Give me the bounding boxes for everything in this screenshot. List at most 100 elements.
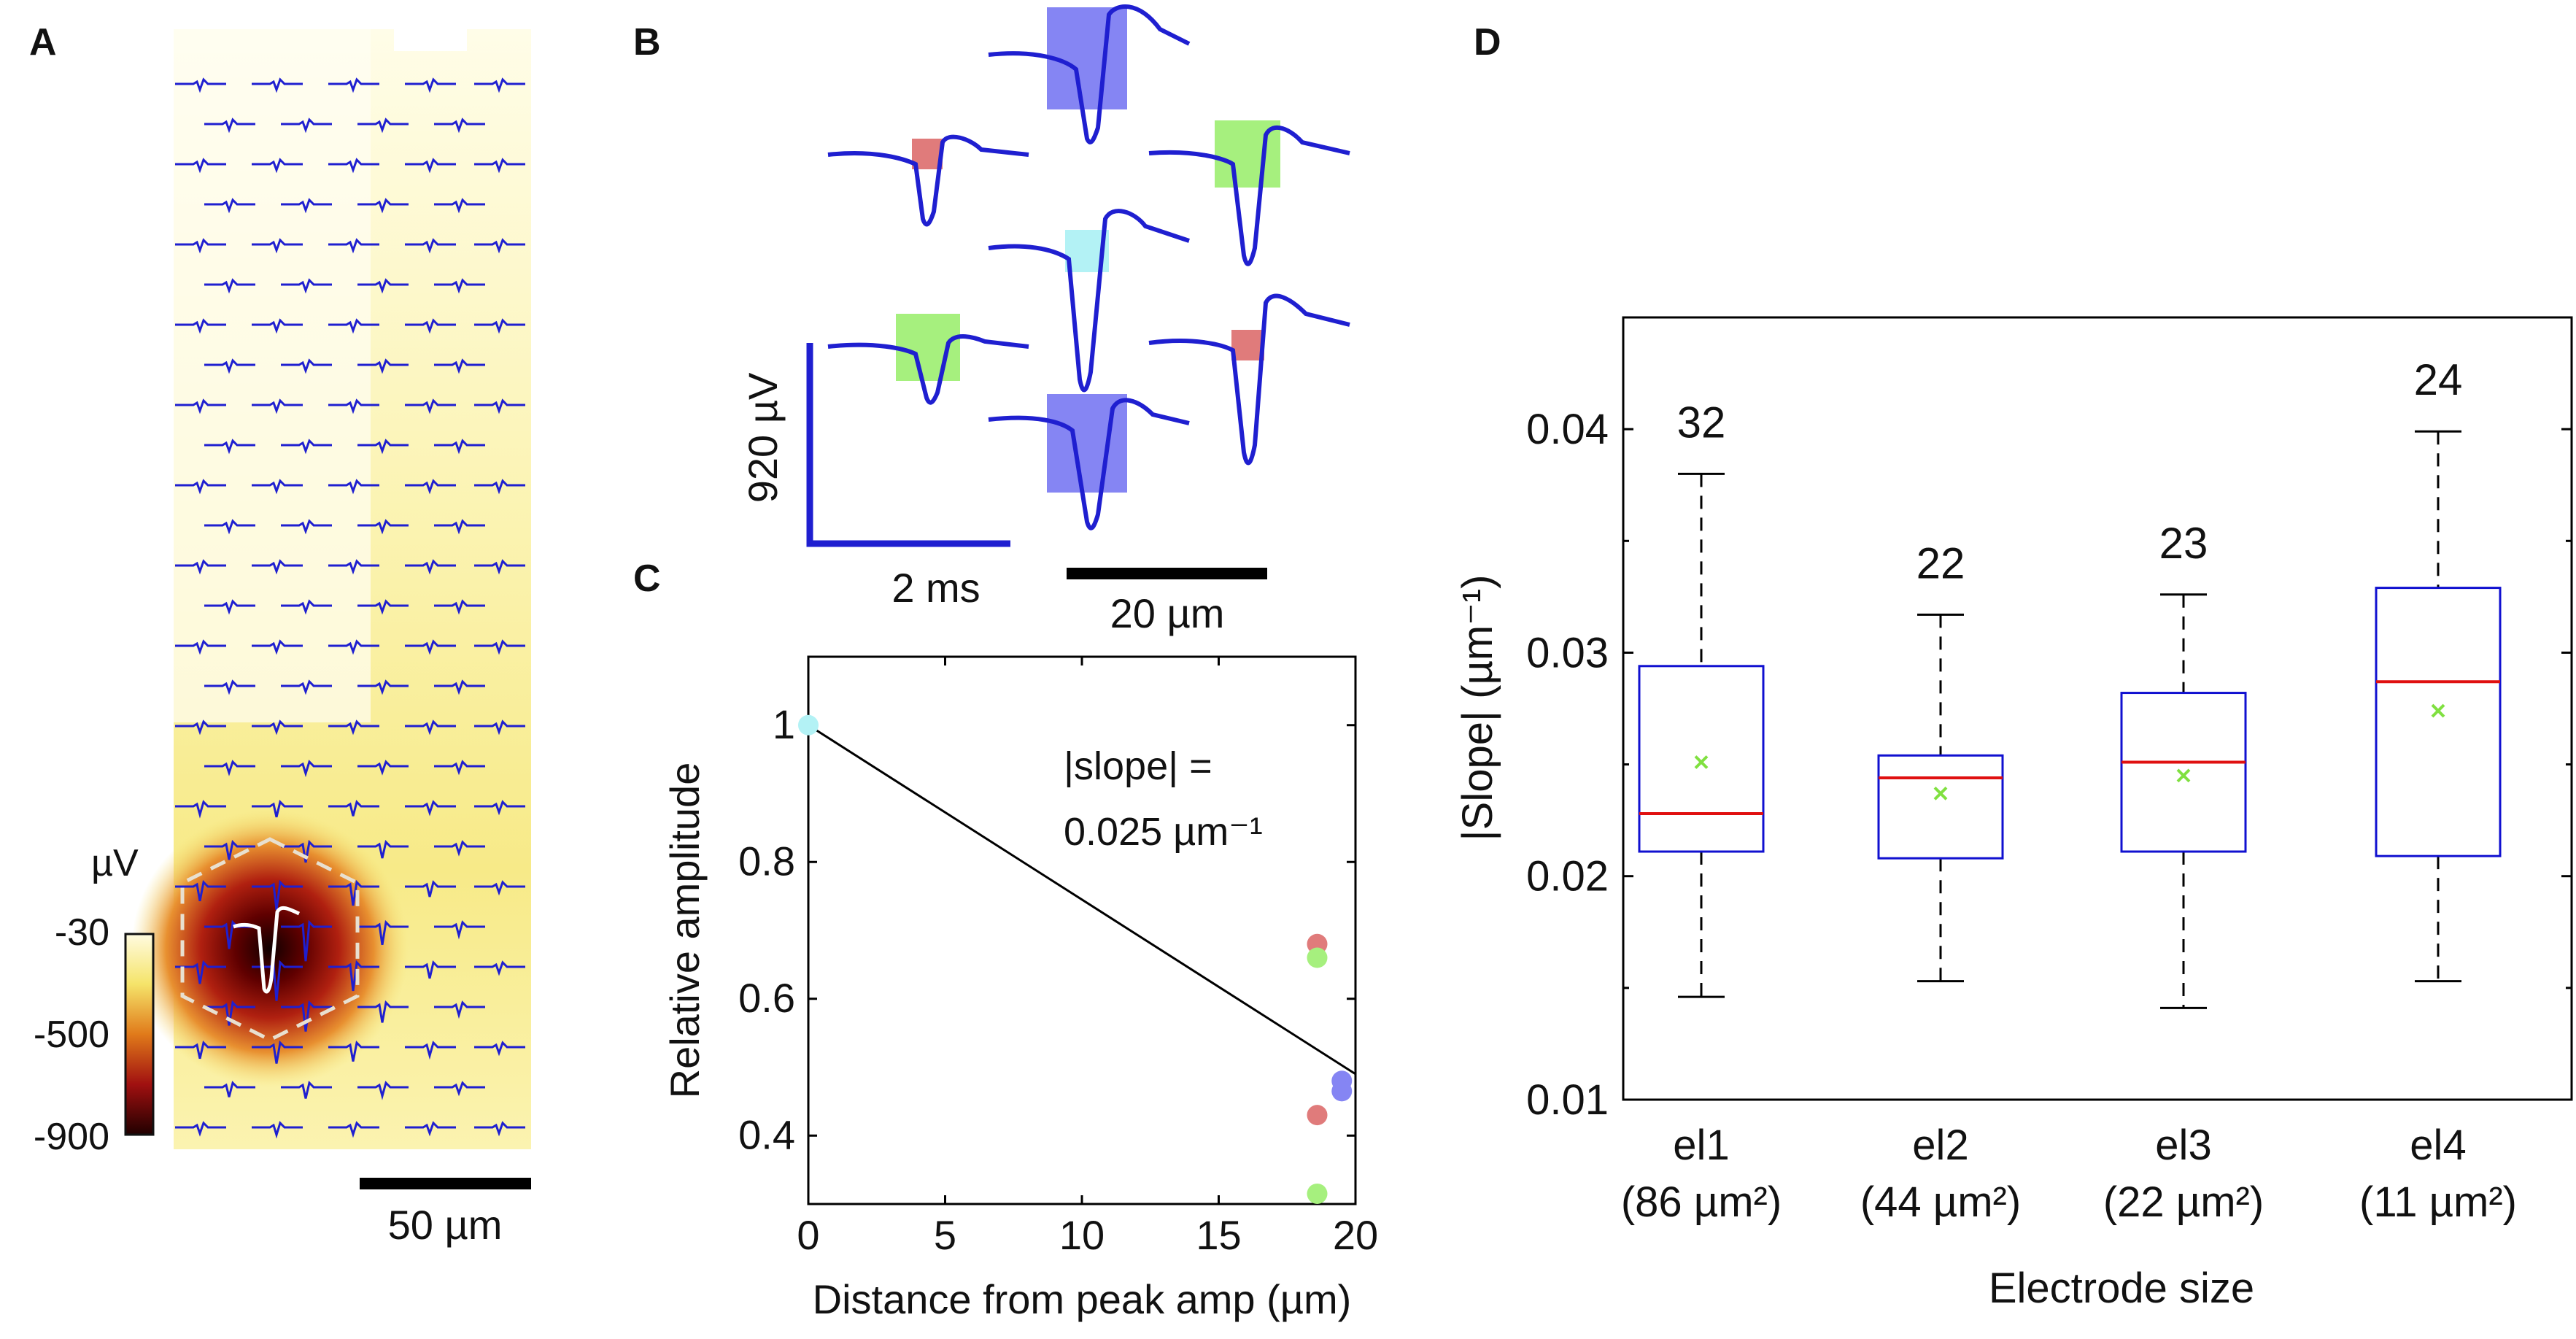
panel-b: B 920 µV 2 ms 20 µm: [633, 4, 1350, 636]
field-trace: [434, 840, 485, 857]
field-trace: [252, 719, 303, 736]
scale-bar-label: 50 µm: [388, 1202, 503, 1248]
field-trace: [328, 1121, 379, 1138]
field-trace: [175, 158, 226, 174]
scatter-point: [1307, 1105, 1328, 1126]
field-trace: [434, 117, 485, 134]
colorbar-tick: -30: [55, 911, 109, 954]
field-trace: [281, 519, 332, 535]
chart-c-xtick-label: 5: [934, 1212, 956, 1258]
field-trace: [328, 318, 379, 334]
panel-label-a: A: [29, 21, 57, 63]
field-trace: [281, 1081, 332, 1099]
field-trace: [357, 679, 409, 695]
field-trace: [405, 800, 456, 817]
field-trace: [434, 439, 485, 455]
chart-d-xlabel: Electrode size: [1989, 1265, 2254, 1312]
field-trace: [328, 879, 379, 906]
field-trace: [328, 719, 379, 736]
field-trace: [328, 559, 379, 575]
scatter-point: [1331, 1081, 1353, 1102]
chart-c-xlabel: Distance from peak amp (µm): [813, 1276, 1352, 1322]
chart-c-frame: [807, 655, 1357, 1205]
chart-d-category-sublabel: (44 µm²): [1860, 1178, 2021, 1226]
field-trace: [328, 960, 379, 992]
chart-d-ytick-label: 0.03: [1526, 629, 1609, 676]
field-trace: [328, 238, 379, 254]
colorbar-tick: -500: [34, 1014, 109, 1056]
chart-d-category-label: el4: [2410, 1122, 2466, 1169]
field-trace: [357, 1081, 409, 1100]
field-trace: [434, 920, 485, 940]
field-trace: [474, 1121, 525, 1137]
panel-label-c: C: [633, 557, 661, 600]
field-trace: [474, 639, 525, 655]
field-trace: [281, 679, 332, 695]
field-trace: [175, 719, 226, 736]
field-notch: [394, 29, 467, 51]
field-trace: [204, 278, 255, 294]
panel-c: C 0 5 10 15 20 0.4 0.6 0.8 1 |slope| = 0.025 µm⁻…: [633, 557, 1378, 1322]
field-trace: [175, 559, 226, 575]
distance-scale-bar: [1067, 568, 1267, 579]
waveform-cyan-center: [988, 209, 1190, 393]
chart-c: 0 5 10 15 20 0.4 0.6 0.8 1: [738, 655, 1378, 1258]
box-mean-marker: [1933, 786, 1948, 800]
field-trace: [357, 439, 409, 455]
field-trace: [175, 800, 226, 819]
trace-grid: [175, 77, 525, 1139]
field-trace: [474, 960, 525, 976]
box-iqr: [1877, 754, 2004, 860]
peak-trace: [233, 906, 301, 994]
scatter-point: [1307, 1183, 1328, 1204]
field-trace: [252, 559, 303, 575]
field-trace: [281, 760, 332, 778]
field-trace: [281, 839, 332, 863]
field-trace: [252, 800, 303, 818]
field-trace: [281, 358, 332, 374]
field-trace: [281, 919, 332, 962]
field-trace: [474, 158, 525, 174]
field-trace: [405, 238, 456, 254]
field-trace: [204, 760, 255, 776]
field-trace: [405, 960, 456, 979]
waveform-red-left: [827, 134, 1029, 227]
field-trace: [474, 559, 525, 575]
box-mean-marker: [1694, 755, 1709, 769]
field-trace: [434, 760, 485, 776]
scatter-point: [798, 714, 819, 736]
box-mean-marker: [2431, 703, 2445, 718]
electrode-square-green-left: [896, 314, 960, 381]
field-trace: [204, 198, 255, 214]
box-count-label: 24: [2414, 355, 2463, 404]
field-trace: [252, 318, 303, 334]
box-iqr: [1638, 665, 1765, 853]
field-trace: [204, 117, 255, 134]
field-trace: [405, 880, 456, 898]
waveform-top: [988, 4, 1191, 144]
field-trace: [357, 278, 409, 294]
waveform-blue-bottom: [988, 398, 1190, 530]
field-trace: [474, 880, 525, 896]
electrode-square-red-right: [1231, 330, 1264, 360]
panel-a: A µV -30 -500 -900 50 µm: [29, 21, 531, 1248]
field-trace: [328, 479, 379, 495]
field-trace: [252, 639, 303, 655]
electrode-square-blue-bottom: [1047, 394, 1127, 493]
field-trace: [405, 1041, 456, 1060]
field-trace: [175, 77, 226, 93]
chart-c-ytick-label: 0.4: [738, 1111, 795, 1157]
field-trace: [281, 439, 332, 455]
chart-d-ytick-label: 0.04: [1526, 406, 1609, 453]
field-trace: [405, 479, 456, 495]
chart-c-ylabel: Relative amplitude: [662, 763, 708, 1099]
field-trace: [175, 398, 226, 414]
box-mean-marker: [2176, 768, 2191, 783]
field-trace: [474, 800, 525, 816]
field-trace: [175, 1041, 226, 1060]
distance-scale-label: 20 µm: [1110, 590, 1225, 636]
chart-d-frame: [1622, 316, 2573, 1101]
field-trace: [204, 1000, 255, 1026]
chart-d-category-label: el3: [2155, 1122, 2211, 1169]
